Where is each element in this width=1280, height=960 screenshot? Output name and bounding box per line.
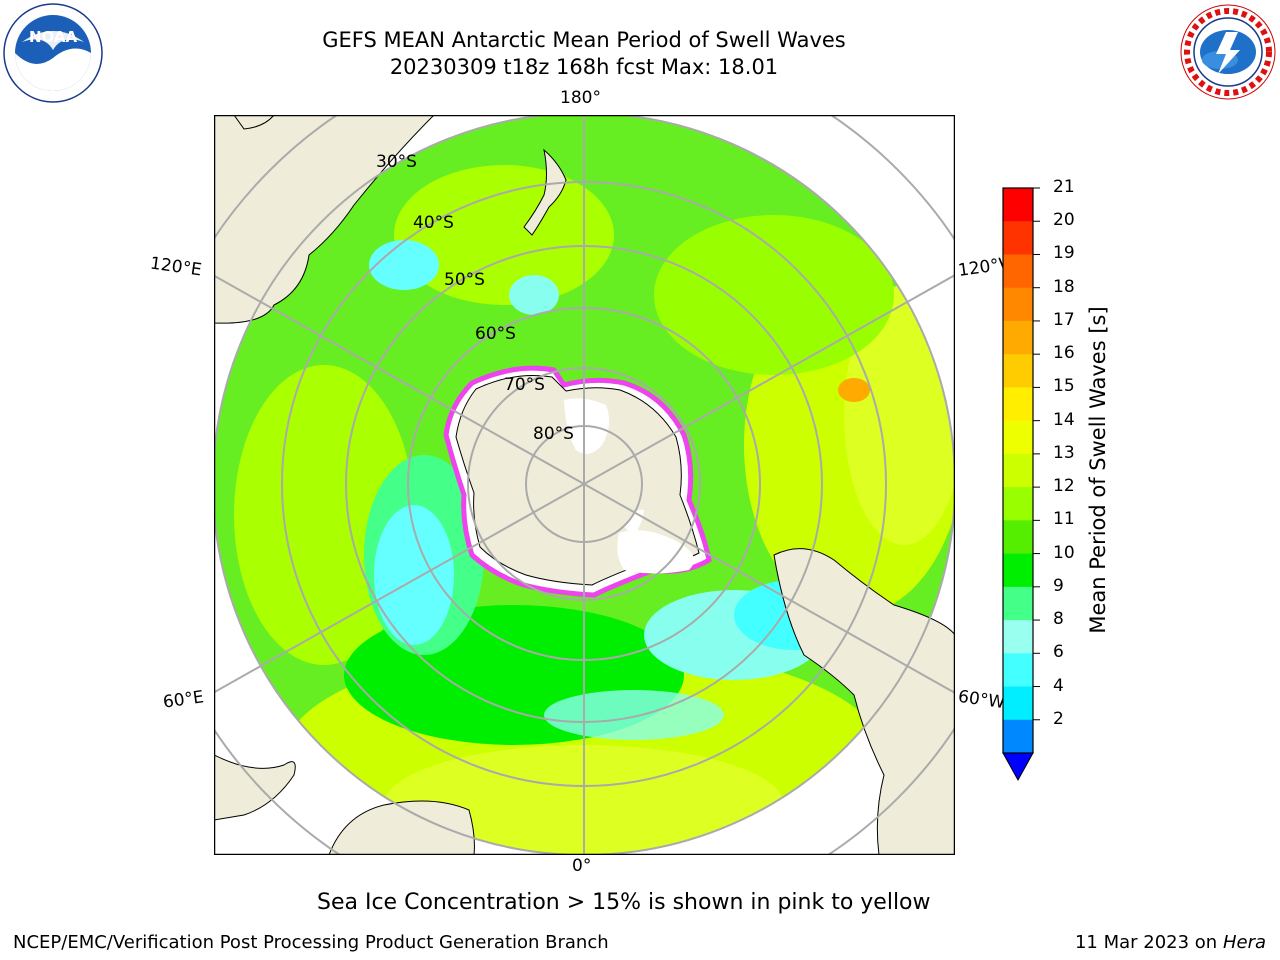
footer-date-text: 11 Mar 2023 on — [1074, 932, 1218, 953]
colorbar-swatch — [1003, 254, 1033, 289]
svg-text:NOAA: NOAA — [29, 28, 78, 46]
colorbar-tick-label: 19 — [1053, 243, 1075, 264]
lon-label-60e: 60°E — [161, 687, 206, 713]
colorbar-swatch — [1003, 553, 1033, 588]
colorbar-swatch — [1003, 487, 1033, 521]
lat-label-40s: 40°S — [413, 213, 454, 233]
colorbar-swatch — [1003, 520, 1033, 555]
colorbar-tick-label: 11 — [1053, 509, 1075, 530]
colorbar-swatch — [1003, 719, 1033, 754]
colorbar-tick-label: 10 — [1053, 542, 1075, 563]
colorbar-swatch — [1003, 420, 1033, 455]
colorbar-tick-label: 4 — [1053, 675, 1064, 696]
colorbar-swatch — [1003, 453, 1033, 488]
colorbar-tick-label: 2 — [1053, 708, 1064, 729]
colorbar-swatch — [1003, 221, 1033, 255]
lat-label-70s: 70°S — [504, 375, 545, 395]
colorbar-tick-label: 8 — [1053, 609, 1064, 630]
colorbar — [1002, 187, 1040, 782]
lon-label-120e: 120°E — [148, 253, 203, 281]
footer-host: Hera — [1222, 932, 1266, 953]
colorbar-swatch — [1003, 387, 1033, 422]
map-title: GEFS MEAN Antarctic Mean Period of Swell… — [322, 28, 846, 52]
colorbar-tick-label: 12 — [1053, 476, 1075, 497]
graticule — [214, 115, 955, 855]
colorbar-swatch — [1003, 686, 1033, 721]
lat-label-30s: 30°S — [376, 152, 417, 172]
colorbar-tick-label: 18 — [1053, 276, 1075, 297]
noaa-logo: NOAA — [3, 3, 103, 103]
colorbar-tick-label: 17 — [1053, 309, 1075, 330]
lat-label-50s: 50°S — [444, 270, 485, 290]
colorbar-tick-label: 21 — [1053, 177, 1075, 197]
lon-label-0: 0° — [572, 856, 592, 876]
footer-date: 11 Mar 2023 on Hera — [1075, 932, 1266, 953]
colorbar-tick-label: 9 — [1053, 575, 1064, 596]
polar-map — [214, 115, 955, 855]
colorbar-tick-label: 15 — [1053, 376, 1075, 397]
lon-label-180: 180° — [560, 88, 601, 108]
map-subtitle: 20230309 t18z 168h fcst Max: 18.01 — [389, 55, 779, 79]
colorbar-swatch — [1003, 620, 1033, 654]
colorbar-tick-label: 6 — [1053, 642, 1064, 663]
lat-label-60s: 60°S — [475, 324, 516, 344]
colorbar-swatch — [1003, 188, 1033, 222]
colorbar-swatch — [1003, 586, 1033, 621]
colorbar-tick-label: 20 — [1053, 210, 1075, 231]
footer-branch: NCEP/EMC/Verification Post Processing Pr… — [13, 932, 609, 953]
colorbar-label: Mean Period of Swell Waves [s] — [1086, 306, 1110, 634]
nws-logo — [1180, 4, 1276, 100]
colorbar-swatch — [1003, 287, 1033, 322]
colorbar-swatch — [1003, 320, 1033, 355]
colorbar-tick-label: 16 — [1053, 343, 1075, 364]
sea-ice-note: Sea Ice Concentration > 15% is shown in … — [317, 890, 931, 915]
lat-label-80s: 80°S — [533, 424, 574, 444]
colorbar-tick-label: 14 — [1053, 409, 1075, 430]
colorbar-swatch — [1003, 653, 1033, 688]
colorbar-tick-label: 13 — [1053, 442, 1075, 463]
colorbar-swatch — [1003, 354, 1033, 388]
